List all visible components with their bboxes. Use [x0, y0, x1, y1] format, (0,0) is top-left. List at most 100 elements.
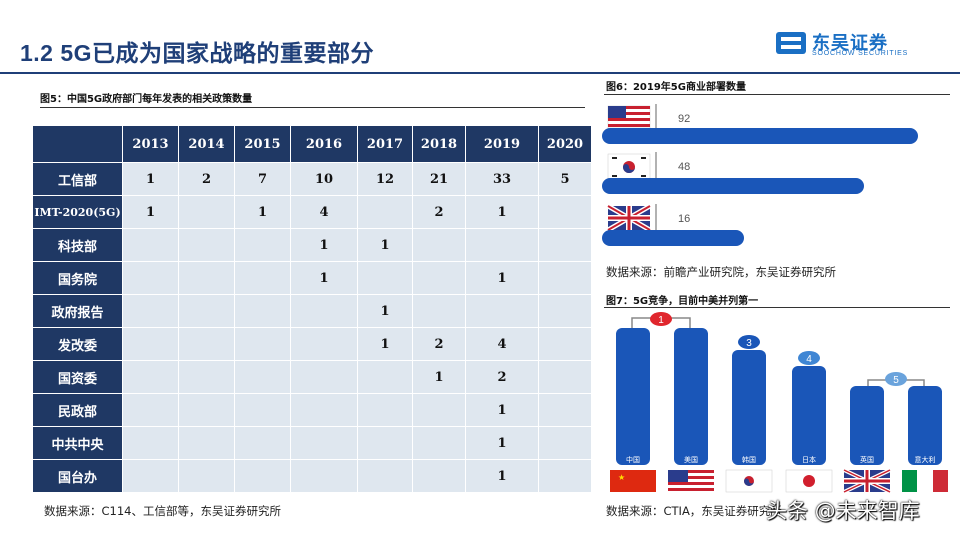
policy-count-cell [412, 294, 466, 328]
year-header: 2018 [412, 125, 466, 163]
policy-count-cell [178, 195, 235, 229]
policy-count-cell: 12 [357, 162, 413, 196]
title-divider [0, 72, 960, 74]
policy-count-cell [538, 426, 592, 460]
policy-count-cell [357, 261, 413, 295]
policy-count-table: 2013 2014 2015 2016 2017 2018 2019 2020 … [32, 125, 592, 493]
policy-count-cell: 1 [465, 426, 539, 460]
policy-count-cell [357, 426, 413, 460]
policy-count-cell [465, 294, 539, 328]
uk-flag-icon [606, 203, 652, 233]
fig6-caption-underline [604, 94, 950, 95]
table-row: 中共中央 1 [32, 426, 592, 460]
policy-count-cell [290, 393, 358, 427]
kr-flag-icon [725, 469, 773, 493]
policy-count-cell [538, 327, 592, 361]
policy-count-cell [178, 360, 235, 394]
policy-count-cell [234, 294, 291, 328]
kr-bar [602, 178, 864, 194]
policy-count-cell [412, 426, 466, 460]
table-header-row: 2013 2014 2015 2016 2017 2018 2019 2020 [32, 125, 592, 163]
table-corner-cell [32, 125, 123, 163]
policy-count-cell: 33 [465, 162, 539, 196]
policy-count-cell [122, 360, 179, 394]
jp-pillar [792, 366, 826, 465]
rank3-label: 3 [746, 338, 752, 349]
department-label: 国台办 [32, 459, 123, 493]
policy-count-cell [122, 459, 179, 493]
policy-count-cell [290, 327, 358, 361]
policy-count-cell [290, 294, 358, 328]
policy-count-cell [465, 228, 539, 262]
uk-pillar [850, 386, 884, 465]
us-flag-icon [668, 470, 714, 492]
department-label: 政府报告 [32, 294, 123, 328]
year-header: 2017 [357, 125, 413, 163]
policy-count-cell [234, 228, 291, 262]
policy-count-cell [538, 393, 592, 427]
us-pillar [674, 328, 708, 465]
policy-count-cell [122, 228, 179, 262]
policy-count-cell: 5 [538, 162, 592, 196]
department-label: 民政部 [32, 393, 123, 427]
table-row: IMT-2020(5G) 1 1 4 2 1 [32, 195, 592, 229]
kr-value-label: 48 [678, 161, 690, 173]
policy-count-cell [178, 228, 235, 262]
policy-count-cell: 4 [290, 195, 358, 229]
fig7-caption: 图7：5G竞争，目前中美并列第一 [606, 296, 759, 307]
policy-count-cell: 1 [122, 195, 179, 229]
policy-count-cell: 1 [357, 228, 413, 262]
table-row: 发改委 1 2 4 [32, 327, 592, 361]
policy-count-cell [178, 261, 235, 295]
department-label: 国资委 [32, 360, 123, 394]
year-header: 2019 [465, 125, 539, 163]
policy-count-cell [412, 261, 466, 295]
policy-count-cell: 1 [465, 261, 539, 295]
rank1-label: 1 [658, 315, 664, 326]
table-row: 民政部 1 [32, 393, 592, 427]
department-label: 国务院 [32, 261, 123, 295]
country-label: 美国 [684, 455, 698, 464]
policy-count-cell [357, 459, 413, 493]
company-logo: 东吴证券 SOOCHOW SECURITIES [776, 30, 946, 60]
fig7-source: 数据来源：CTIA，东吴证券研究所 [606, 504, 782, 518]
policy-count-cell [234, 327, 291, 361]
department-label: 中共中央 [32, 426, 123, 460]
policy-count-cell [234, 393, 291, 427]
department-label: 发改委 [32, 327, 123, 361]
fig5-caption: 图5：中国5G政府部门每年发表的相关政策数量 [40, 94, 253, 105]
policy-count-cell [290, 459, 358, 493]
policy-count-cell [178, 393, 235, 427]
kr-pillar [732, 350, 766, 465]
year-header: 2014 [178, 125, 235, 163]
policy-count-cell [412, 393, 466, 427]
policy-count-cell [122, 393, 179, 427]
department-label: 工信部 [32, 162, 123, 196]
policy-count-cell: 1 [412, 360, 466, 394]
policy-count-cell [178, 459, 235, 493]
policy-count-cell [538, 360, 592, 394]
us-flag-icon [607, 105, 651, 129]
policy-count-cell [290, 360, 358, 394]
rank3-badge [738, 335, 760, 349]
cn-flag-icon: ★ [610, 470, 656, 492]
policy-count-cell: 1 [465, 459, 539, 493]
policy-count-cell [538, 459, 592, 493]
year-header: 2013 [122, 125, 179, 163]
rank5-label: 5 [893, 375, 899, 386]
policy-count-cell [357, 360, 413, 394]
policy-count-cell [234, 426, 291, 460]
policy-count-cell [538, 261, 592, 295]
rank4-label: 4 [806, 354, 812, 365]
policy-count-cell [538, 228, 592, 262]
country-label: 日本 [802, 455, 816, 464]
policy-count-cell: 1 [465, 393, 539, 427]
logo-icon [776, 32, 806, 54]
uk-bar [602, 230, 744, 246]
it-pillar [908, 386, 942, 465]
policy-count-cell: 2 [412, 327, 466, 361]
department-label: 科技部 [32, 228, 123, 262]
watermark-text: 头条 @未来智库 [766, 499, 920, 523]
policy-count-cell: 2 [178, 162, 235, 196]
policy-count-cell [234, 360, 291, 394]
